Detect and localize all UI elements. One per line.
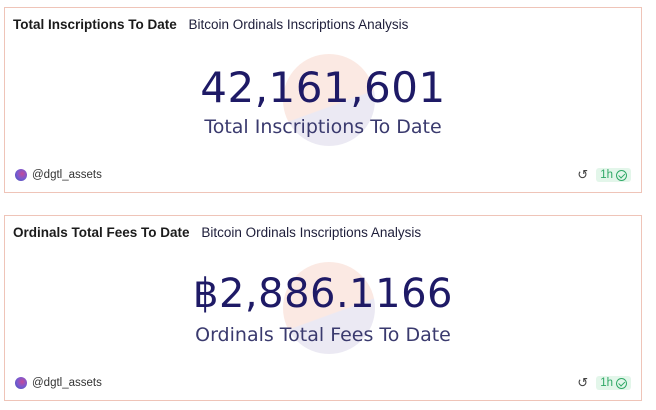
card-title[interactable]: Ordinals Total Fees To Date	[13, 225, 190, 240]
author-name: @dgtl_assets	[32, 377, 102, 389]
author-name: @dgtl_assets	[32, 169, 102, 181]
refresh-icon[interactable]: ↺	[577, 167, 589, 182]
counter-value: 42,161,601	[200, 63, 446, 112]
card-subtitle[interactable]: Bitcoin Ordinals Inscriptions Analysis	[201, 225, 422, 240]
card-header: Ordinals Total Fees To Date Bitcoin Ordi…	[13, 225, 421, 240]
card-footer-actions: ↺ 1h	[577, 167, 631, 183]
card-header: Total Inscriptions To Date Bitcoin Ordin…	[13, 17, 408, 32]
counter-card-total-fees: Ordinals Total Fees To Date Bitcoin Ordi…	[4, 215, 642, 401]
counter-value: ฿2,886.1166	[193, 271, 453, 317]
watermark-logo	[283, 54, 375, 146]
card-subtitle[interactable]: Bitcoin Ordinals Inscriptions Analysis	[188, 17, 409, 32]
freshness-text: 1h	[600, 377, 613, 389]
card-title[interactable]: Total Inscriptions To Date	[13, 17, 177, 32]
watermark-logo	[283, 262, 375, 354]
card-footer-actions: ↺ 1h	[577, 375, 631, 391]
author-link[interactable]: @dgtl_assets	[15, 169, 102, 181]
freshness-badge: 1h	[596, 376, 631, 390]
refresh-icon[interactable]: ↺	[577, 375, 589, 390]
check-circle-icon	[616, 169, 627, 181]
avatar	[15, 377, 27, 389]
freshness-badge: 1h	[596, 168, 631, 182]
author-link[interactable]: @dgtl_assets	[15, 377, 102, 389]
counter-label: Ordinals Total Fees To Date	[195, 324, 451, 346]
freshness-text: 1h	[600, 169, 613, 181]
counter-card-total-inscriptions: Total Inscriptions To Date Bitcoin Ordin…	[4, 7, 642, 193]
counter-label: Total Inscriptions To Date	[204, 116, 442, 138]
check-circle-icon	[616, 377, 627, 389]
avatar	[15, 169, 27, 181]
